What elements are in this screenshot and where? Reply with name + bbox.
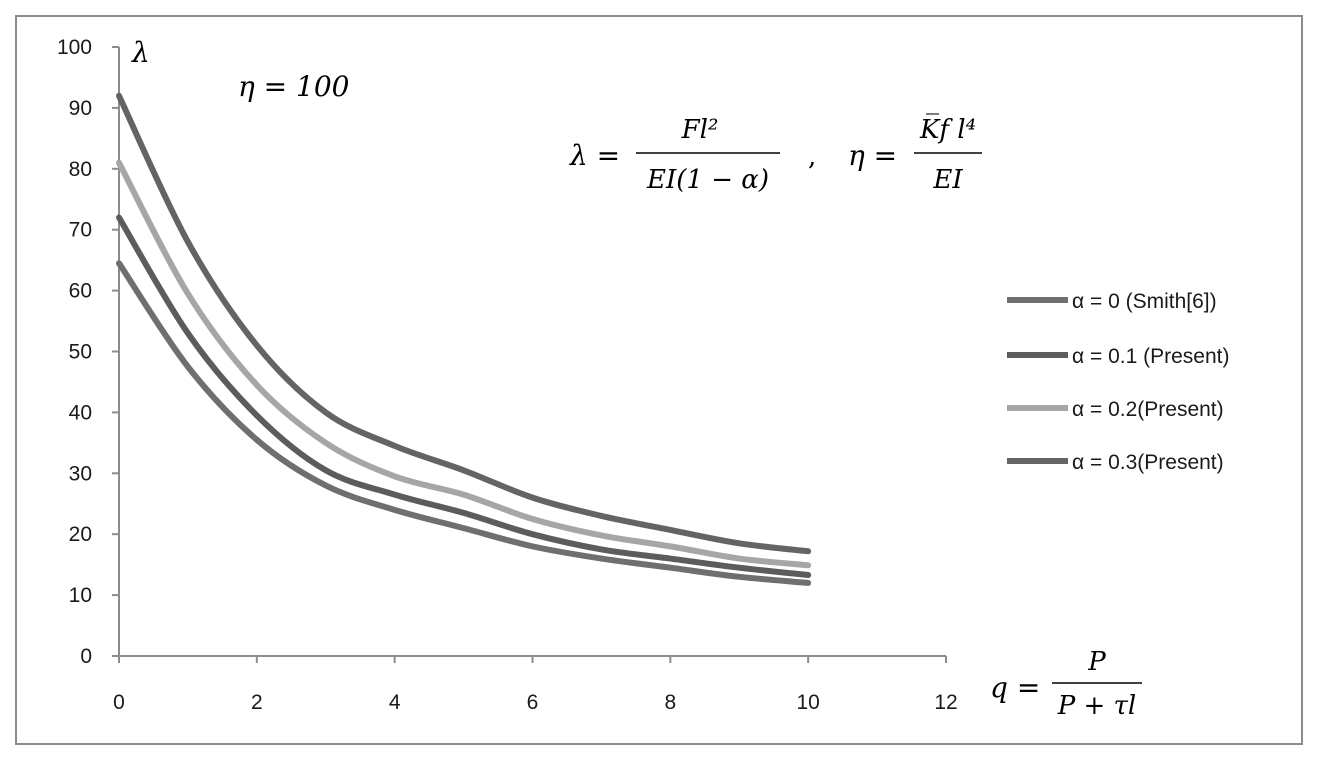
y-axis-symbol: λ <box>131 36 150 69</box>
chart-frame <box>15 15 1303 745</box>
y-tick-label: 100 <box>57 36 92 59</box>
y-tick-label: 20 <box>69 523 92 546</box>
x-tick-label: 10 <box>796 691 819 714</box>
x-tick-label: 8 <box>664 691 676 714</box>
x-tick-label: 2 <box>251 691 263 714</box>
y-tick-label: 0 <box>80 645 92 668</box>
x-tick-label: 6 <box>527 691 539 714</box>
formula-lambda-numerator: Fl² <box>681 115 719 145</box>
y-tick-label: 50 <box>69 341 92 364</box>
y-tick-label: 70 <box>69 219 92 242</box>
formula-eta-lhs: η = <box>848 139 897 172</box>
y-tick-label: 40 <box>69 401 92 424</box>
ticks: 0 10 20 30 40 50 60 70 80 90 100 0 2 4 6 8 10 12 <box>57 36 958 714</box>
legend-label: α = 0.2(Present) <box>1072 398 1224 421</box>
formula-separator: , <box>808 142 816 172</box>
eta-annotation: η = 100 <box>238 70 349 103</box>
y-tick-label: 30 <box>69 462 92 485</box>
series-line-0 <box>116 260 812 586</box>
formula-eta-numerator: K̅f l⁴ <box>919 113 976 145</box>
x-tick-label: 0 <box>113 691 125 714</box>
x-tick-label: 12 <box>934 691 957 714</box>
legend: α = 0 (Smith[6]) α = 0.1 (Present) α = 0.2… <box>1007 290 1229 474</box>
y-tick-label: 80 <box>69 158 92 181</box>
y-tick-label: 10 <box>69 584 92 607</box>
series-line-1 <box>116 214 812 579</box>
series-line-3 <box>116 92 812 555</box>
formula-lambda-lhs: λ = <box>569 139 620 172</box>
formula-lambda-denominator: EI(1 − α) <box>646 165 769 195</box>
legend-label: α = 0 (Smith[6]) <box>1072 290 1217 313</box>
legend-label: α = 0.3(Present) <box>1072 451 1224 474</box>
axes <box>118 47 946 657</box>
legend-label: α = 0.1 (Present) <box>1072 345 1229 368</box>
x-tick-label: 4 <box>389 691 401 714</box>
series-lines <box>116 92 812 586</box>
x-axis-lhs: q = <box>990 671 1040 704</box>
formula-eta-denominator: EI <box>932 165 963 195</box>
x-axis-numerator: P <box>1087 647 1106 677</box>
y-tick-label: 60 <box>69 280 92 303</box>
x-axis-denominator: P + τl <box>1057 691 1137 721</box>
y-tick-label: 90 <box>69 97 92 120</box>
series-line-2 <box>116 159 812 569</box>
